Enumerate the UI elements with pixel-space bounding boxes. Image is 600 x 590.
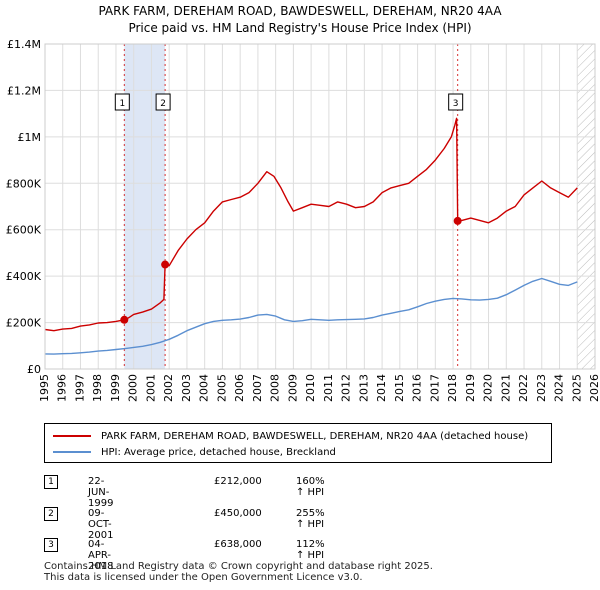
sale-marker-label: 2: [160, 99, 166, 109]
x-tick-label: 2020: [482, 374, 495, 402]
sale-point: [120, 315, 129, 324]
x-tick-label: 2023: [535, 374, 548, 402]
sale-marker-box: [448, 93, 464, 111]
hpi-line: [44, 277, 578, 355]
sale-price: £638,000: [214, 539, 262, 550]
sale-date: 04-APR-2018: [88, 539, 114, 572]
legend-swatch-property: [53, 435, 91, 437]
x-tick-label: 1998: [91, 374, 104, 402]
y-tick-label: £1M: [18, 131, 42, 144]
x-tick-label: 2011: [322, 374, 335, 402]
x-tick-label: 2024: [553, 374, 566, 402]
sale-price: £450,000: [214, 508, 262, 519]
sale-hpi-change: 255% ↑ HPI: [296, 508, 325, 530]
x-tick-label: 2019: [464, 374, 477, 402]
x-tick-label: 1996: [56, 374, 69, 402]
x-tick-label: 2002: [162, 374, 175, 402]
x-tick-label: 2014: [375, 374, 388, 402]
sale-price: £212,000: [214, 476, 262, 487]
y-tick-label: £800K: [6, 177, 42, 190]
footer-copyright: Contains HM Land Registry data © Crown c…: [44, 561, 433, 572]
x-tick-label: 2008: [269, 374, 282, 402]
sale-date: 09-OCT-2001: [88, 508, 114, 541]
y-tick-label: £0: [27, 363, 41, 376]
footer-license: This data is licensed under the Open Gov…: [44, 572, 363, 583]
x-tick-label: 2003: [180, 374, 193, 402]
plot-border: [44, 43, 596, 370]
y-tick-label: £200K: [6, 317, 42, 330]
legend-swatch-hpi: [53, 451, 91, 453]
x-tick-label: 2018: [446, 374, 459, 402]
y-tick-label: £1.2M: [7, 84, 41, 97]
sale-marker-box: [155, 93, 171, 111]
legend-label-property: PARK FARM, DEREHAM ROAD, BAWDESWELL, DER…: [101, 430, 529, 442]
forecast-hatch: [577, 44, 595, 369]
x-tick-label: 1999: [109, 374, 122, 402]
x-tick-label: 1997: [73, 374, 86, 402]
x-tick-label: 2022: [517, 374, 530, 402]
x-tick-label: 2001: [144, 374, 157, 402]
legend-item-property: PARK FARM, DEREHAM ROAD, BAWDESWELL, DER…: [53, 428, 528, 444]
sale-marker-label: 3: [453, 99, 459, 109]
x-tick-label: 2004: [198, 374, 211, 402]
sale-marker-box: [114, 93, 130, 111]
legend-label-hpi: HPI: Average price, detached house, Brec…: [101, 446, 336, 458]
chart-title-line2: Price paid vs. HM Land Registry's House …: [128, 21, 472, 35]
x-tick-label: 2005: [215, 374, 228, 402]
price-chart: 1 2 3 £0 £200K £400K £600K £800K £1M £1.2M £1.4M 1…: [6, 38, 600, 402]
x-tick-label: 1995: [38, 374, 51, 402]
x-tick-label: 2006: [233, 374, 246, 402]
sale-number: 1: [44, 475, 58, 489]
sale-point: [453, 216, 462, 225]
sale-point: [161, 260, 170, 269]
sale-hpi-change: 160% ↑ HPI: [296, 476, 325, 498]
x-tick-label: 2010: [304, 374, 317, 402]
y-tick-label: £400K: [6, 270, 42, 283]
y-tick-label: £600K: [6, 224, 42, 237]
x-tick-label: 2000: [127, 374, 140, 402]
x-tick-label: 2025: [570, 374, 583, 402]
shaded-span: [124, 44, 166, 369]
x-tick-label: 2015: [393, 374, 406, 402]
x-tick-label: 2012: [340, 374, 353, 402]
x-tick-label: 2007: [251, 374, 264, 402]
x-tick-label: 2009: [286, 374, 299, 402]
sale-marker-label: 1: [119, 99, 125, 109]
sale-number: 3: [44, 538, 58, 552]
sale-date: 22-JUN-1999: [88, 476, 114, 509]
x-tick-label: 2016: [411, 374, 424, 402]
x-tick-label: 2021: [499, 374, 512, 402]
sale-number: 2: [44, 507, 58, 521]
x-tick-label: 2013: [357, 374, 370, 402]
property-price-line: [44, 117, 578, 332]
x-tick-label: 2026: [588, 374, 600, 402]
legend: PARK FARM, DEREHAM ROAD, BAWDESWELL, DER…: [44, 423, 552, 463]
chart-title-line1: PARK FARM, DEREHAM ROAD, BAWDESWELL, DER…: [98, 4, 502, 18]
legend-item-hpi: HPI: Average price, detached house, Brec…: [53, 444, 336, 460]
sale-hpi-change: 112% ↑ HPI: [296, 539, 325, 561]
x-tick-label: 2017: [428, 374, 441, 402]
y-tick-label: £1.4M: [7, 38, 41, 51]
